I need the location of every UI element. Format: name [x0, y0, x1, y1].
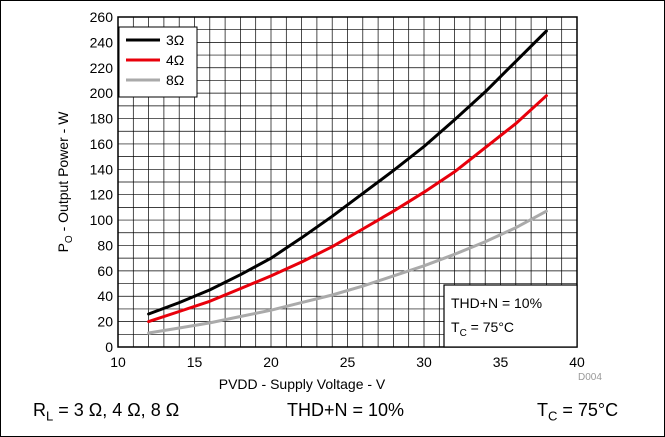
- x-tick-label: 35: [493, 354, 509, 370]
- y-tick-label: 20: [97, 314, 113, 330]
- temperature-condition: TC = 75°C: [537, 400, 619, 424]
- y-axis-label: PO - Output Power - W: [55, 111, 75, 253]
- x-tick-label: 40: [569, 354, 585, 370]
- load-condition: RL = 3 Ω, 4 Ω, 8 Ω: [33, 400, 180, 424]
- y-tick-label: 260: [90, 9, 114, 25]
- series-line-3: [147, 209, 548, 335]
- x-tick-label: 30: [416, 354, 432, 370]
- y-tick-label: 200: [90, 85, 114, 101]
- y-tick-label: 120: [90, 187, 114, 203]
- annotation-box-border: [443, 284, 578, 348]
- y-tick-label: 60: [97, 263, 113, 279]
- x-tick-label: 20: [263, 354, 279, 370]
- legend: 3Ω 4Ω 8Ω: [118, 26, 198, 98]
- y-tick-label: 220: [90, 60, 114, 76]
- y-tick-label: 0: [105, 339, 113, 355]
- series-lines: [147, 29, 548, 335]
- x-axis-label: PVDD - Supply Voltage - V: [219, 376, 386, 392]
- legend-items: 3Ω 4Ω 8Ω: [126, 32, 184, 88]
- thd-condition: THD+N = 10%: [287, 400, 405, 420]
- legend-label: 3Ω: [166, 32, 184, 48]
- legend-label: 4Ω: [166, 52, 184, 68]
- plot-area-border: [117, 16, 578, 348]
- y-tick-label: 160: [90, 136, 114, 152]
- annotation-box: THD+N = 10% TC = 75°C: [443, 284, 578, 348]
- y-tick-label: 40: [97, 288, 113, 304]
- figure-id: D004: [578, 372, 602, 383]
- legend-label: 8Ω: [166, 72, 184, 88]
- y-tick-label: 180: [90, 111, 114, 127]
- y-axis-ticks: 0 20 40 60 80 100 120 140 160 180 200 220 240 260: [90, 9, 114, 355]
- series-line-1: [147, 29, 548, 316]
- series-line-2: [147, 94, 548, 324]
- x-tick-label: 15: [187, 354, 203, 370]
- x-tick-label: 10: [110, 354, 126, 370]
- annotation-tc: TC = 75°C: [451, 319, 514, 339]
- legend-box: [118, 26, 198, 98]
- x-axis-ticks: 10 15 20 25 30 35 40: [110, 354, 585, 370]
- y-tick-label: 240: [90, 34, 114, 50]
- y-tick-label: 80: [97, 237, 113, 253]
- x-tick-label: 25: [340, 354, 356, 370]
- annotation-thd: THD+N = 10%: [451, 295, 542, 311]
- y-tick-label: 140: [90, 161, 114, 177]
- y-tick-label: 100: [90, 212, 114, 228]
